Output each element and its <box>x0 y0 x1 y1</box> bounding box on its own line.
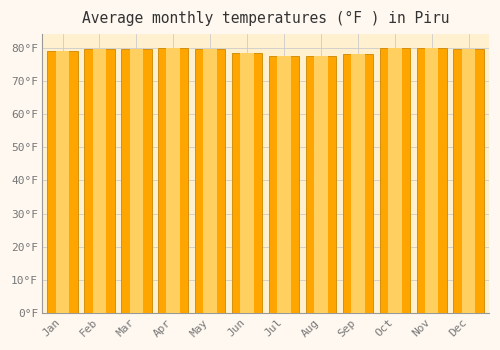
Bar <box>158 48 188 313</box>
Bar <box>204 49 217 313</box>
Bar <box>130 49 143 313</box>
Bar <box>269 56 299 313</box>
Bar <box>122 49 152 313</box>
Bar <box>166 48 180 313</box>
Bar <box>195 49 226 313</box>
Title: Average monthly temperatures (°F ) in Piru: Average monthly temperatures (°F ) in Pi… <box>82 11 450 26</box>
Bar <box>380 48 410 313</box>
Bar <box>92 49 106 313</box>
Bar <box>84 49 114 313</box>
Bar <box>454 49 484 313</box>
Bar <box>462 49 475 313</box>
Bar <box>56 51 70 313</box>
Bar <box>416 48 447 313</box>
Bar <box>48 51 78 313</box>
Bar <box>240 52 254 313</box>
Bar <box>277 56 291 313</box>
Bar <box>388 48 402 313</box>
Bar <box>232 52 262 313</box>
Bar <box>351 54 364 313</box>
Bar <box>342 54 373 313</box>
Bar <box>306 56 336 313</box>
Bar <box>314 56 328 313</box>
Bar <box>425 48 438 313</box>
